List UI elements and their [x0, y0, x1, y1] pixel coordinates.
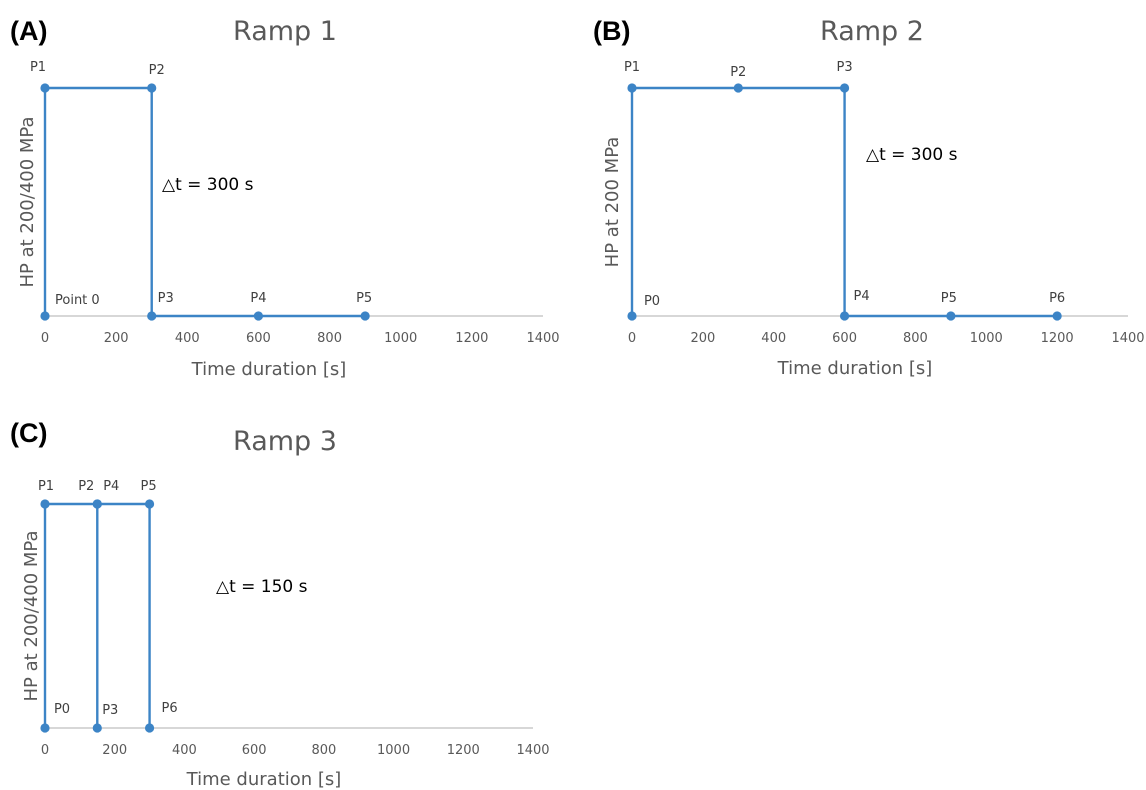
delta-t-annotation: △t = 300 s: [866, 145, 958, 165]
point-label: P1: [30, 60, 46, 75]
point-label: Point 0: [55, 293, 100, 308]
point-label: P0: [644, 294, 660, 309]
x-tick-label: 600: [832, 331, 857, 346]
chart-panel-c: (C) Ramp 3 0 200 400 600 800 1000 1200 1400 Time d…: [10, 418, 550, 790]
x-tick-label: 0: [628, 331, 636, 346]
delta-t-annotation: △t = 300 s: [162, 175, 254, 195]
point-label: P3: [158, 291, 174, 306]
point-label: P0: [54, 702, 70, 717]
data-point: [1052, 311, 1062, 321]
x-tick-label: 400: [172, 743, 197, 758]
x-axis-label: Time duration [s]: [186, 769, 342, 790]
data-point: [40, 723, 50, 733]
data-point: [40, 83, 50, 93]
data-point: [627, 311, 637, 321]
point-label: P3: [837, 60, 853, 75]
chart-title: Ramp 2: [820, 16, 924, 47]
panel-letter: (A): [10, 16, 47, 46]
x-tick-label: 1000: [970, 331, 1003, 346]
point-label: P5: [941, 291, 957, 306]
x-axis-label: Time duration [s]: [777, 358, 933, 379]
x-axis-label: Time duration [s]: [191, 359, 347, 380]
point-label: P5: [141, 479, 157, 494]
data-point: [92, 723, 102, 733]
x-tick-label: 0: [41, 743, 49, 758]
delta-t-annotation: △t = 150 s: [216, 577, 308, 597]
point-label: P4: [250, 291, 266, 306]
point-label: P1: [38, 479, 54, 494]
x-tick-label: 1000: [377, 743, 410, 758]
x-tick-label: 600: [242, 743, 267, 758]
x-tick-label: 1400: [516, 743, 549, 758]
point-label: P6: [1049, 291, 1065, 306]
data-point: [839, 83, 850, 93]
x-tick-label: 1200: [447, 743, 480, 758]
x-tick-label: 1200: [1041, 331, 1074, 346]
point-label: P6: [162, 701, 178, 716]
x-tick-label: 200: [102, 743, 127, 758]
data-point: [627, 83, 637, 93]
point-label: P4: [103, 479, 119, 494]
y-axis-label: HP at 200 MPa: [602, 137, 623, 268]
point-label: P4: [854, 289, 870, 304]
data-point: [147, 311, 157, 321]
y-axis-label: HP at 200/400 MPa: [21, 530, 42, 701]
panel-letter: (C): [10, 418, 47, 448]
x-tick-label: 200: [690, 331, 715, 346]
chart-panel-a: (A) Ramp 1 0 200 400 600 800 1000 1200 1400 Time d…: [10, 16, 560, 380]
x-tick-label: 1200: [455, 331, 488, 346]
point-label: P2: [149, 63, 165, 78]
data-point: [733, 83, 743, 93]
x-tick-label: 600: [246, 331, 271, 346]
panel-letter: (B): [593, 16, 630, 46]
data-point: [92, 499, 102, 509]
x-tick-label: 0: [41, 331, 49, 346]
x-tick-label: 800: [311, 743, 336, 758]
x-tick-label: 200: [104, 331, 129, 346]
x-tick-label: 1000: [384, 331, 417, 346]
point-label: P2: [78, 479, 94, 494]
chart-title: Ramp 1: [233, 16, 337, 47]
data-point: [360, 311, 370, 321]
point-label: P2: [730, 65, 746, 80]
x-tick-label: 800: [317, 331, 342, 346]
data-point: [40, 499, 50, 509]
x-tick-label: 400: [175, 331, 200, 346]
data-point: [40, 311, 50, 321]
x-tick-label: 800: [903, 331, 928, 346]
point-label: P3: [102, 703, 118, 718]
data-point: [253, 311, 264, 321]
x-tick-label: 1400: [1111, 331, 1144, 346]
data-point: [839, 311, 850, 321]
x-tick-label: 400: [761, 331, 786, 346]
x-tick-label: 1400: [526, 331, 559, 346]
data-point: [144, 499, 155, 509]
chart-title: Ramp 3: [233, 426, 337, 457]
data-point: [946, 311, 956, 321]
y-axis-label: HP at 200/400 MPa: [17, 116, 38, 287]
data-point: [144, 723, 155, 733]
chart-panel-b: (B) Ramp 2 0 200 400 600 800 1000 1200 1400 Time d…: [593, 16, 1145, 379]
point-label: P1: [624, 60, 640, 75]
data-point: [147, 83, 157, 93]
point-label: P5: [356, 291, 372, 306]
series-line: [43, 86, 366, 318]
